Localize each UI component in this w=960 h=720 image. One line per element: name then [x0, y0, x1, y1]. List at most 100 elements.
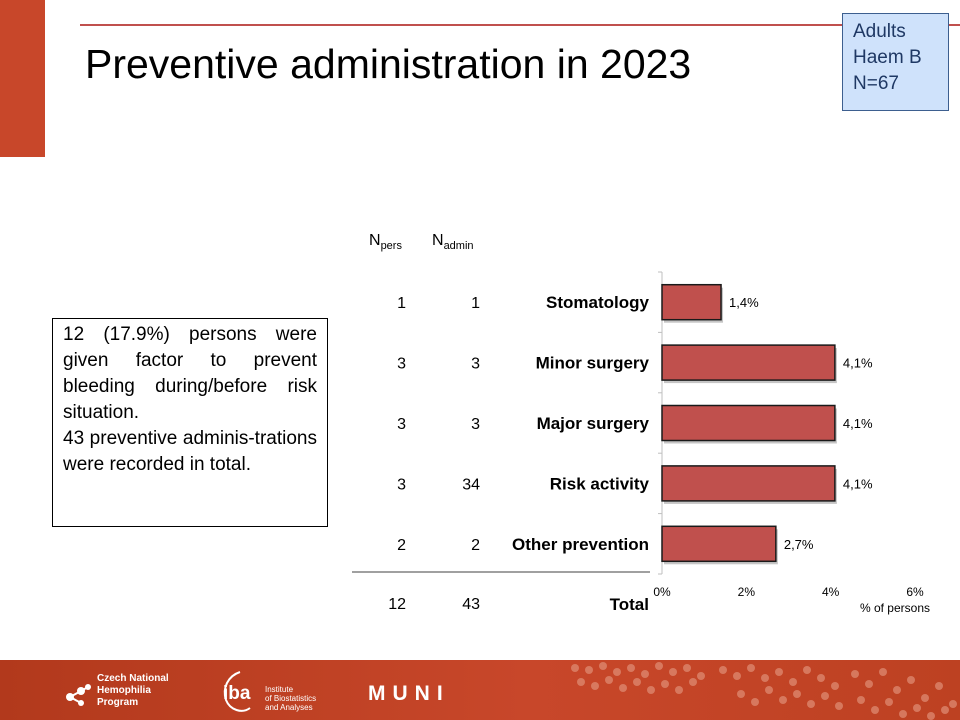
bar [661, 525, 777, 563]
category-label: Risk activity [550, 474, 650, 493]
x-tick-label: 6% [906, 585, 924, 599]
decor-dot [737, 690, 745, 698]
page-title: Preventive administration in 2023 [85, 41, 692, 87]
decor-dot [913, 704, 921, 712]
category-label: Minor surgery [536, 354, 650, 373]
decor-dot [935, 682, 943, 690]
decor-dot [647, 686, 655, 694]
muni-logo: MUNI [368, 682, 450, 705]
decor-dot [921, 694, 929, 702]
decor-dot [941, 706, 949, 714]
accent-block [0, 0, 45, 157]
logo-line: of Biostatistics [265, 694, 317, 703]
n-admin-value: 1 [471, 295, 480, 312]
total-label: Total [610, 595, 649, 614]
n-pers-value: 3 [397, 416, 406, 433]
decor-dot [627, 664, 635, 672]
total-n-admin: 43 [462, 596, 480, 613]
decor-dot [599, 662, 607, 670]
decor-dot [865, 680, 873, 688]
decor-dot [697, 672, 705, 680]
n-admin-header: Nadmin [432, 232, 474, 252]
decor-dot [899, 710, 907, 718]
n-admin-value: 3 [471, 356, 480, 373]
decor-dot [893, 686, 901, 694]
category-label: Major surgery [537, 414, 650, 433]
x-axis-label: % of persons [860, 601, 930, 615]
decor-dot [689, 678, 697, 686]
logo-line: Hemophilia [97, 685, 151, 696]
decor-dot [747, 664, 755, 672]
x-tick-label: 2% [738, 585, 756, 599]
n-pers-header: Npers [369, 232, 402, 252]
decor-dot [605, 676, 613, 684]
decor-dot [683, 664, 691, 672]
decor-dot [669, 668, 677, 676]
decor-dot [641, 670, 649, 678]
n-admin-header-sub: admin [443, 240, 474, 253]
n-pers-value: 1 [397, 295, 406, 312]
decor-dot [835, 702, 843, 710]
category-label: Other prevention [512, 535, 649, 554]
decor-dot [803, 666, 811, 674]
hemophilia-program-logo: Czech National Hemophilia Program [97, 673, 169, 709]
note-paragraph: 43 preventive adminis-trations were reco… [63, 428, 317, 475]
bar [661, 404, 836, 442]
iba-logo-mark: iba [223, 683, 251, 704]
data-label: 4,1% [843, 416, 873, 431]
decor-dot [779, 696, 787, 704]
n-admin-header-main: N [432, 232, 444, 249]
decor-dot [871, 706, 879, 714]
note-paragraph: 12 (17.9%) persons were given factor to … [63, 324, 317, 423]
bar [661, 465, 836, 502]
n-pers-value: 2 [397, 537, 406, 554]
n-pers-value: 3 [397, 476, 406, 493]
summary-note: 12 (17.9%) persons were given factor to … [52, 318, 328, 527]
decor-dot [577, 678, 585, 686]
decor-dot [907, 676, 915, 684]
x-tick-label: 0% [653, 585, 671, 599]
decor-dot [817, 674, 825, 682]
decor-dot [655, 662, 663, 670]
logo-line: Institute [265, 685, 294, 694]
decor-dot [793, 690, 801, 698]
decor-dot [751, 698, 759, 706]
cohort-line: N=67 [853, 73, 899, 94]
decor-dot [761, 674, 769, 682]
decor-dot [927, 712, 935, 720]
decor-dot [949, 700, 957, 708]
decor-dot [613, 668, 621, 676]
decor-dot [821, 692, 829, 700]
decor-dot [765, 686, 773, 694]
decor-dot [879, 668, 887, 676]
cohort-line: Adults [853, 21, 906, 42]
n-admin-value: 34 [462, 476, 480, 493]
logo-line: and Analyses [265, 703, 313, 712]
decor-dot [831, 682, 839, 690]
decor-dot [775, 668, 783, 676]
bar [661, 283, 722, 321]
bar-chart: 1,4% Stomatology 1 1 4,1% Minor surgery 3 3 4,1%… [352, 271, 930, 615]
decor-dot [851, 670, 859, 678]
bar [661, 344, 836, 381]
data-label: 1,4% [729, 295, 759, 310]
cohort-box: Adults Haem B N=67 [842, 13, 949, 111]
data-label: 4,1% [843, 476, 873, 491]
cohort-line: Haem B [853, 47, 922, 68]
hemophilia-program-logo-icon [66, 684, 91, 706]
decor-dot [789, 678, 797, 686]
data-label: 2,7% [784, 537, 814, 552]
decor-dot [591, 682, 599, 690]
logo-line: Program [97, 697, 139, 708]
total-n-pers: 12 [388, 596, 406, 613]
title-rule [80, 24, 960, 26]
iba-logo: Institute of Biostatistics and Analyses [265, 685, 316, 712]
footer-bar: Czech National Hemophilia Program iba In… [0, 660, 960, 720]
iba-logo-icon: iba [223, 671, 251, 712]
decor-dot [661, 680, 669, 688]
decor-dot [619, 684, 627, 692]
decor-dot [857, 696, 865, 704]
decorative-dots [571, 662, 957, 720]
decor-dot [885, 698, 893, 706]
decor-dot [675, 686, 683, 694]
